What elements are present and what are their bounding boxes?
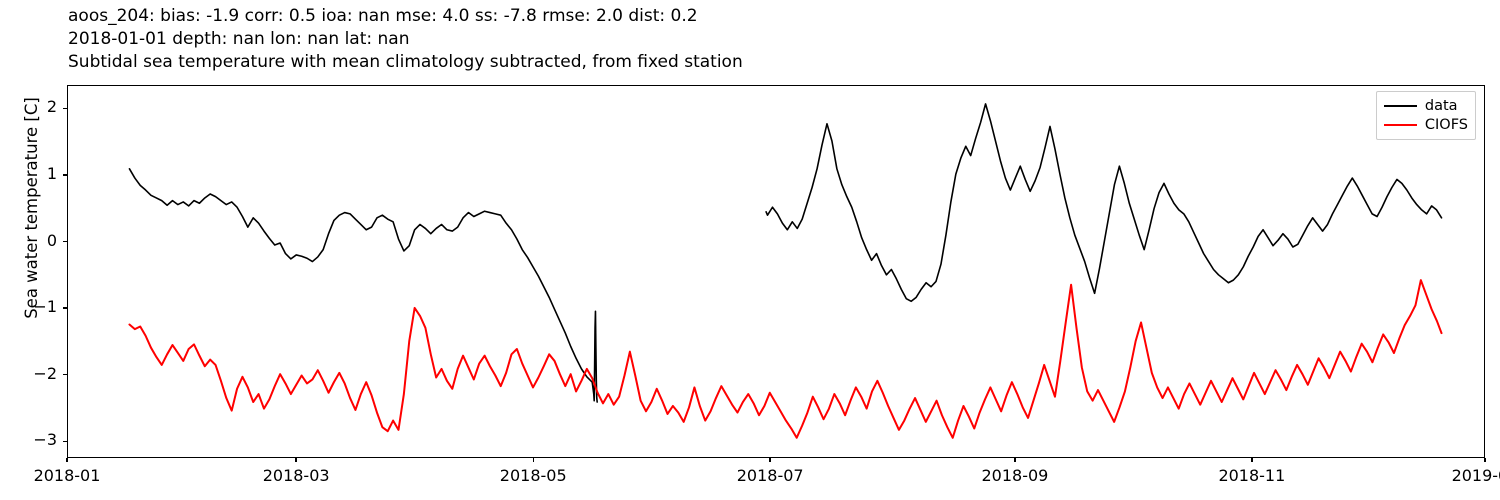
x-tick-label: 2018-03 <box>262 466 330 485</box>
x-tick-mark <box>66 458 68 462</box>
x-tick-mark <box>1484 458 1486 462</box>
chart-title-line-description: Subtidal sea temperature with mean clima… <box>68 52 743 72</box>
legend-item-data[interactable]: data <box>1383 96 1468 115</box>
y-tick-mark <box>63 240 67 243</box>
legend-item-ciofs[interactable]: CIOFS <box>1383 115 1468 134</box>
y-tick-mark <box>63 107 67 109</box>
x-tick-mark <box>295 458 297 462</box>
x-tick-label: 2018-05 <box>499 466 567 485</box>
chart-title-block: aoos_204: bias: -1.9 corr: 0.5 ioa: nan … <box>68 5 1468 74</box>
x-tick-label: 2018-09 <box>981 466 1049 485</box>
x-tick-mark <box>1014 458 1016 462</box>
chart-title-line-metadata: 2018-01-01 depth: nan lon: nan lat: nan <box>68 29 410 49</box>
chart-title-line-metrics: aoos_204: bias: -1.9 corr: 0.5 ioa: nan … <box>68 6 698 26</box>
plot-svg <box>68 86 1484 457</box>
y-tick-label: −1 <box>33 297 57 317</box>
x-tick-mark <box>532 458 534 462</box>
y-tick-label: −2 <box>33 363 57 383</box>
y-tick-mark <box>63 307 67 309</box>
legend-swatch-data-icon <box>1383 104 1417 107</box>
series-line-ciofs <box>129 280 1441 438</box>
y-tick-mark <box>63 174 67 176</box>
x-tick-label: 2018-11 <box>1218 466 1286 485</box>
legend-swatch-ciofs-icon <box>1383 123 1417 126</box>
plot-area: data CIOFS <box>67 85 1485 458</box>
x-tick-mark <box>1251 458 1253 462</box>
y-tick-mark <box>63 374 67 376</box>
y-tick-mark <box>63 440 67 443</box>
y-tick-label: −3 <box>33 430 57 450</box>
y-tick-label: 0 <box>46 230 57 250</box>
x-tick-label: 2018-07 <box>736 466 804 485</box>
legend-label: data <box>1424 97 1458 114</box>
y-tick-label: 1 <box>46 163 57 183</box>
series-line-data <box>766 104 1441 301</box>
series-group <box>129 104 1441 438</box>
x-tick-label: 2019-01 <box>1451 466 1500 485</box>
y-tick-label: 2 <box>46 97 57 117</box>
legend-label: CIOFS <box>1424 116 1468 133</box>
x-tick-label: 2018-01 <box>33 466 101 485</box>
y-axis-label: Sea water temperature [C] <box>22 97 41 319</box>
series-line-data <box>129 169 597 402</box>
legend: data CIOFS <box>1375 91 1476 140</box>
x-tick-mark <box>769 458 771 462</box>
